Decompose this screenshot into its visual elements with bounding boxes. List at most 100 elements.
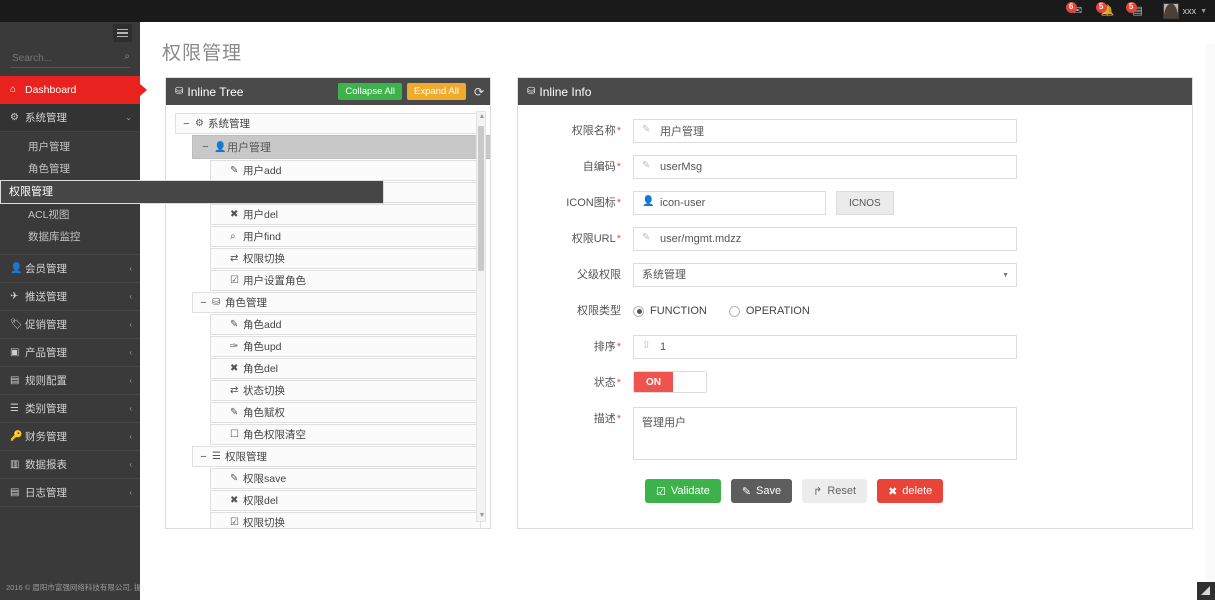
tree-node-8[interactable]: − ⛁ 角色管理 (192, 292, 481, 313)
tree-scrollbar-thumb[interactable] (478, 126, 484, 271)
expand-all-button[interactable]: Expand All (407, 83, 466, 100)
sidebar-subitem-2[interactable]: 权限管理 (0, 180, 384, 204)
tree-scrollbar[interactable]: ▲ ▼ (476, 111, 486, 522)
order-input[interactable] (633, 335, 1017, 359)
description-textarea[interactable] (633, 407, 1017, 460)
parent-permission-select[interactable]: 系统管理 (633, 263, 1017, 287)
tree-node-4[interactable]: ✖ 用户del (210, 204, 481, 225)
tasks-icon: ▤ (1132, 4, 1143, 17)
user-menu[interactable]: xxx ▼ (1157, 0, 1211, 22)
node-expander-icon[interactable]: − (202, 141, 209, 153)
resize-corner-icon[interactable] (1197, 582, 1215, 600)
tree-node-17[interactable]: ✖ 权限del (210, 490, 481, 511)
tree-node-5[interactable]: ⌕ 用户find (210, 226, 481, 247)
tree-node-15[interactable]: − ☰ 权限管理 (192, 446, 481, 467)
node-expander-icon[interactable]: − (200, 450, 207, 463)
tree-node-18[interactable]: ☑ 权限切换 (210, 512, 481, 528)
sidebar-item-4[interactable]: 🏷 促销管理 ‹ (0, 311, 140, 339)
tree-node-label: 权限切换 (243, 253, 285, 265)
icnos-button[interactable]: ICNOS (836, 191, 894, 215)
permission-name-input[interactable] (633, 119, 1017, 143)
validate-button[interactable]: ☑ Validate (645, 479, 721, 503)
sidebar-item-2[interactable]: 👤 会员管理 ‹ (0, 255, 140, 283)
sidebar-item-10[interactable]: ▤ 日志管理 ‹ (0, 479, 140, 507)
edit-icon: ✑ (230, 341, 239, 352)
tree-node-14[interactable]: ☐ 角色权限清空 (210, 424, 481, 445)
tree-node-label: 用户find (243, 231, 281, 243)
tree-node-11[interactable]: ✖ 角色del (210, 358, 481, 379)
sitemap-icon: ⛁ (527, 86, 536, 97)
label-order: 排序* (593, 341, 621, 353)
radio-function[interactable]: FUNCTION (633, 305, 707, 317)
sidebar-item-label: 数据报表 (25, 459, 67, 471)
page-scrollbar[interactable] (1206, 44, 1215, 582)
sidebar-item-9[interactable]: ▥ 数据报表 ‹ (0, 451, 140, 479)
sidebar-item-label: 系统管理 (25, 112, 67, 124)
tree-body: −⚙系统管理−👤用户管理✎用户add✑用户upd✖用户del⌕用户find⇄权限… (166, 105, 490, 528)
scroll-down-icon[interactable]: ▼ (478, 512, 486, 519)
tasks-icon-button[interactable]: ▤ 5 (1123, 0, 1153, 22)
validate-button-label: Validate (670, 485, 710, 497)
permission-code-input[interactable] (633, 155, 1017, 179)
node-expander-icon[interactable]: − (183, 117, 190, 130)
delete-button[interactable]: ✖ delete (877, 479, 944, 503)
sidebar-item-5[interactable]: ▣ 产品管理 ‹ (0, 339, 140, 367)
pencil-icon: ✎ (230, 407, 239, 418)
search-input[interactable] (10, 49, 130, 68)
bell-icon-button[interactable]: 🔔 5 (1093, 0, 1123, 22)
radio-dot[interactable] (728, 305, 740, 317)
sidebar-item-6[interactable]: ▤ 规则配置 ‹ (0, 367, 140, 395)
refresh-icon[interactable]: ⟳ (473, 84, 484, 99)
tree-node-2[interactable]: ✎ 用户add (210, 160, 481, 181)
sidebar-item-8[interactable]: 🔑 财务管理 ‹ (0, 423, 140, 451)
tree-node-9[interactable]: ✎ 角色add (210, 314, 481, 335)
sidebar-item-1[interactable]: ⚙ 系统管理 ⌄ (0, 104, 140, 132)
sidebar-subitem-1[interactable]: 角色管理 (28, 163, 70, 175)
tree-node-13[interactable]: ✎ 角色赋权 (210, 402, 481, 423)
tree-node-label: 系统管理 (208, 118, 250, 130)
home-icon: ⌂ (10, 84, 17, 95)
node-expander-icon[interactable]: − (200, 296, 207, 309)
tree-node-7[interactable]: ☑ 用户设置角色 (210, 270, 481, 291)
tree-node-12[interactable]: ⇄ 状态切换 (210, 380, 481, 401)
tree-node-6[interactable]: ⇄ 权限切换 (210, 248, 481, 269)
avatar (1162, 3, 1179, 19)
tree-node-label: 权限save (243, 473, 287, 485)
sidebar-item-7[interactable]: ☰ 类别管理 ‹ (0, 395, 140, 423)
collapse-all-button[interactable]: Collapse All (338, 83, 403, 100)
sidebar-toggle-area (0, 22, 140, 46)
status-toggle-on-label: ON (634, 372, 673, 392)
sidebar-search[interactable]: ⌕ (10, 48, 130, 68)
hamburger-icon[interactable] (113, 24, 132, 42)
radio-operation[interactable]: OPERATION (728, 305, 810, 317)
radio-dot[interactable] (633, 305, 644, 317)
scroll-up-icon[interactable]: ▲ (478, 113, 486, 120)
tree-node-16[interactable]: ✎ 权限save (210, 468, 481, 489)
tree-node-label: 用户设置角色 (243, 275, 306, 287)
updown-icon: ⇳ (642, 340, 651, 351)
form-panel-header: ⛁ Inline Info (518, 78, 1192, 105)
reset-button[interactable]: ↱ Reset (802, 479, 868, 503)
tree-node-0[interactable]: − ⚙ 系统管理 (175, 113, 481, 134)
sidebar-nav: ⌂ Dashboard ⚙ 系统管理 ⌄ 用户管理 角色管理 权限管理 ACL视图 数据库监控 👤 会… (0, 76, 384, 507)
tree-node-10[interactable]: ✑ 角色upd (210, 336, 481, 357)
pencil-icon: ✎ (741, 485, 752, 498)
save-button[interactable]: ✎ Save (730, 479, 793, 503)
envelope-icon-button[interactable]: ✉ 6 (1063, 0, 1093, 22)
sidebar-subitem-4[interactable]: 数据库监控 (28, 231, 81, 243)
status-toggle[interactable]: ON (633, 371, 707, 393)
permission-icon-input[interactable] (633, 191, 826, 215)
permission-url-input[interactable] (633, 227, 1017, 251)
sidebar-subitem-0[interactable]: 用户管理 (28, 141, 70, 153)
tree-node-label: 角色upd (243, 341, 282, 353)
tree-node-list: −⚙系统管理−👤用户管理✎用户add✑用户upd✖用户del⌕用户find⇄权限… (175, 113, 490, 528)
sidebar-subitem-3[interactable]: ACL视图 (28, 209, 70, 221)
retweet-icon: ⇄ (230, 253, 239, 264)
tree-node-label: 用户管理 (227, 142, 271, 154)
sidebar-item-0[interactable]: ⌂ Dashboard (0, 76, 147, 104)
label-name: 权限名称* (571, 125, 621, 137)
list-icon: ☰ (10, 403, 19, 414)
sidebar-item-3[interactable]: ✈ 推送管理 ‹ (0, 283, 140, 311)
tree-node-1[interactable]: − 👤 用户管理 (192, 135, 490, 159)
cogs-icon: ⚙ (10, 112, 19, 123)
